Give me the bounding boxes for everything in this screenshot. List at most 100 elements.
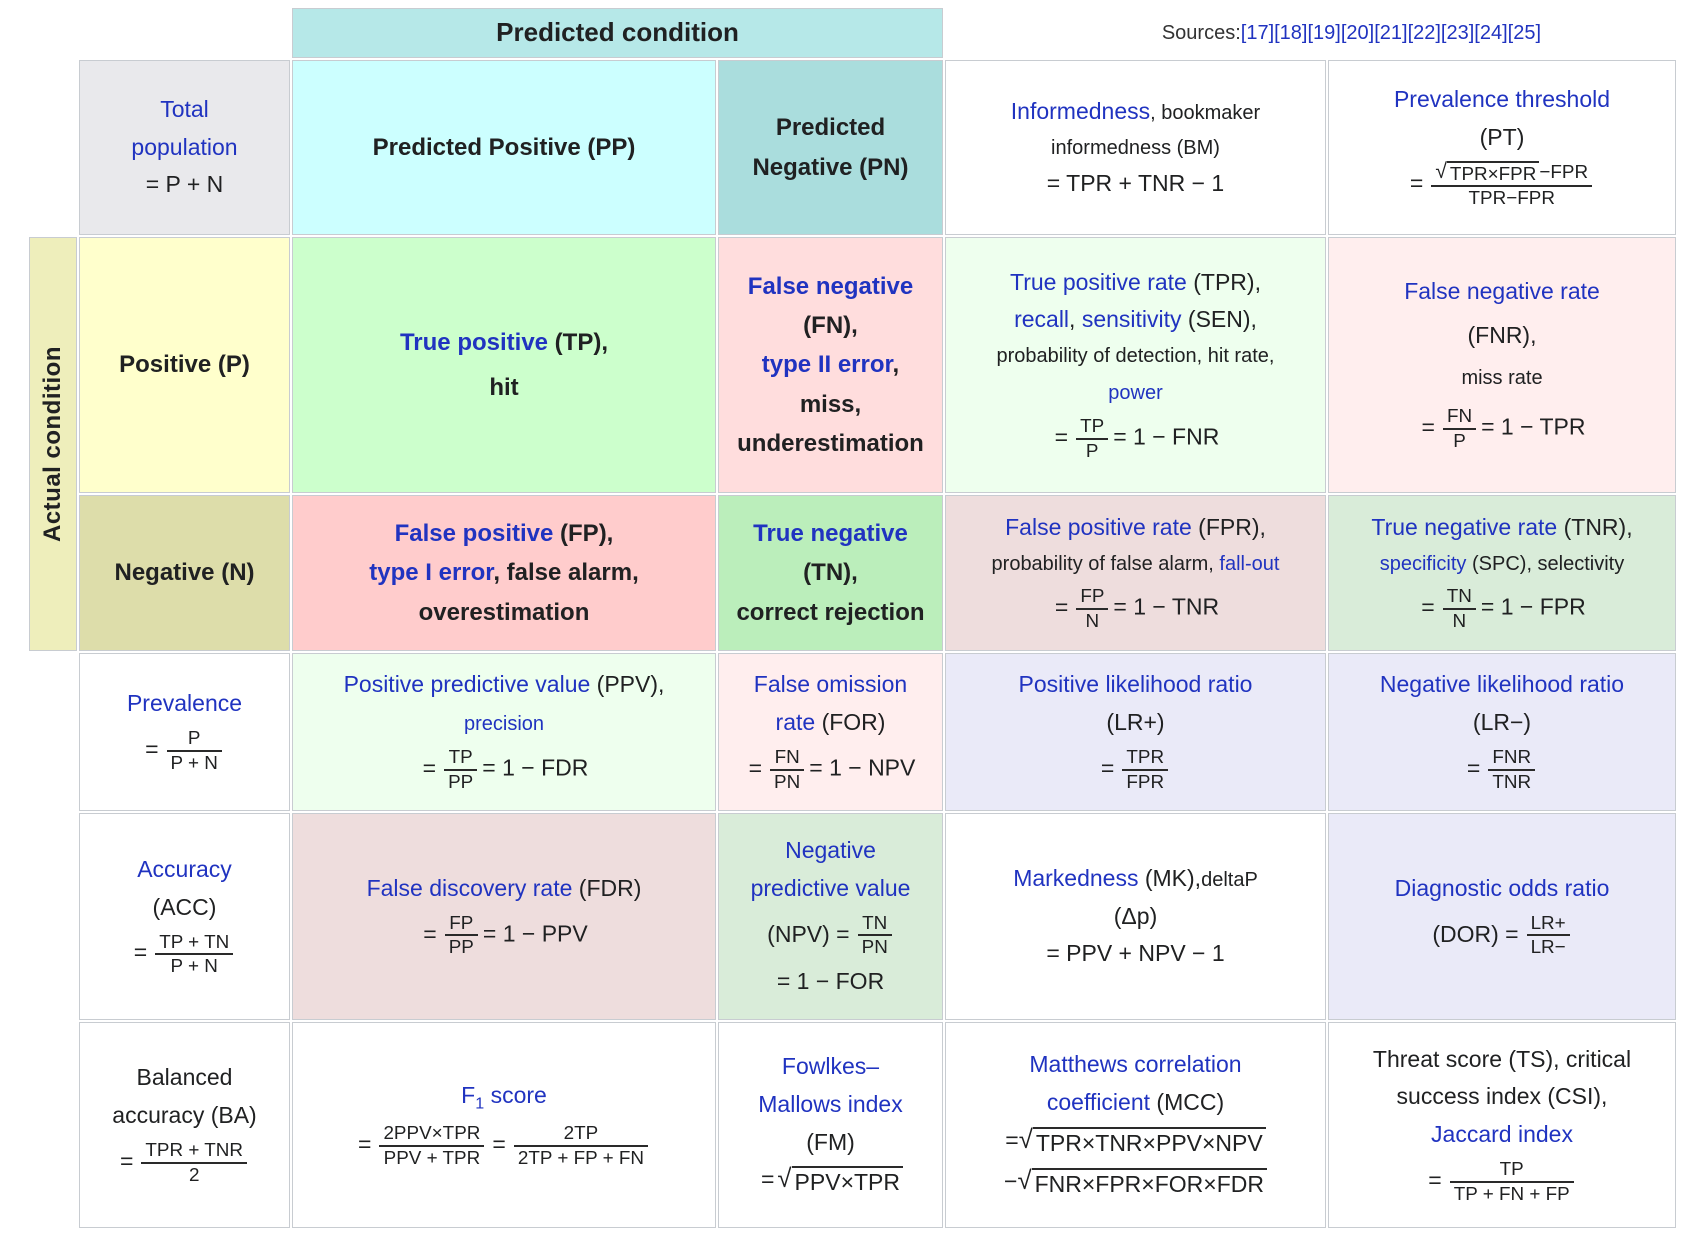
false-positive-link[interactable]: False positive <box>394 520 554 548</box>
fpr-tail: = 1 − TNR <box>1113 594 1220 621</box>
mk-delta-symbol: (Δp) <box>1113 902 1158 929</box>
fdr-link[interactable]: False discovery rate <box>366 874 573 901</box>
fdr-fraction: FP PP <box>444 912 478 959</box>
informedness-text1: , bookmaker <box>1150 101 1261 124</box>
true-negative-link[interactable]: True negative <box>753 520 908 548</box>
tnr-equals: = <box>1421 594 1435 621</box>
fn-underestimation: underestimation <box>737 429 924 457</box>
tp-abbr: (TP), <box>548 328 609 356</box>
false-negative-link[interactable]: False negative <box>747 273 914 301</box>
tn-abbr: (TN), <box>803 559 858 587</box>
mcc-abbr: (MCC) <box>1150 1089 1225 1116</box>
precision-link[interactable]: precision <box>463 713 545 736</box>
mcc-link1[interactable]: Matthews correlation <box>1029 1051 1242 1078</box>
fowlkes-mallows-cell: Fowlkes– Mallows index (FM) = √ PPV×TPR <box>718 1022 943 1228</box>
mk-formula: = PPV + NPV − 1 <box>1046 940 1225 967</box>
mcc-minus: − <box>1004 1167 1018 1194</box>
for-cell: False omission rate (FOR) = FN PN = 1 − NPV <box>718 653 943 811</box>
false-positive-cell: False positive (FP), type I error, false… <box>292 495 716 651</box>
tnr-fraction: TN N <box>1442 585 1476 632</box>
total-population-link2[interactable]: population <box>131 133 238 160</box>
sensitivity-link[interactable]: sensitivity <box>1081 306 1182 333</box>
for-link2[interactable]: rate <box>775 709 816 736</box>
pt-fraction: √ TPR×FPR −FPR TPR−FPR <box>1431 160 1593 210</box>
recall-link[interactable]: recall <box>1014 306 1070 333</box>
type-1-error-link[interactable]: type I error <box>369 559 494 587</box>
fnr-link[interactable]: False negative rate <box>1404 278 1600 305</box>
threat-score-cell: Threat score (TS), critical success inde… <box>1328 1022 1676 1228</box>
power-link[interactable]: power <box>1108 382 1163 405</box>
true-positive-link[interactable]: True positive <box>399 328 549 356</box>
f1-fraction2: 2TP 2TP + FP + FN <box>513 1122 648 1169</box>
accuracy-cell: Accuracy (ACC) = TP + TN P + N <box>79 813 290 1020</box>
ts-equals: = <box>1428 1166 1442 1193</box>
for-abbr: (FOR) <box>815 709 886 736</box>
tpr-sep: , <box>1069 306 1082 333</box>
prevalence-link[interactable]: Prevalence <box>126 690 243 717</box>
total-population-link[interactable]: Total <box>160 95 209 122</box>
f1-fraction1: 2PPV×TPR PPV + TPR <box>379 1122 485 1169</box>
mcc-sqrt1: √ TPR×TNR×PPV×NPV <box>1019 1126 1266 1159</box>
fm-abbr: (FM) <box>806 1128 855 1155</box>
fm-equals: = <box>760 1166 775 1193</box>
informedness-text2: informedness (BM) <box>1051 136 1220 159</box>
npv-link2[interactable]: predictive value <box>750 874 911 901</box>
for-link1[interactable]: False omission <box>753 671 908 698</box>
pt-num-tail: −FPR <box>1539 160 1589 182</box>
informedness-link[interactable]: Informedness <box>1010 97 1151 124</box>
tnr-tail: = 1 − FPR <box>1480 594 1586 621</box>
accuracy-link[interactable]: Accuracy <box>137 855 232 882</box>
informedness-formula: = TPR + TNR − 1 <box>1046 169 1225 196</box>
ba-label1: Balanced <box>136 1064 233 1091</box>
fpr-link[interactable]: False positive rate <box>1005 514 1192 541</box>
markedness-link[interactable]: Markedness <box>1013 864 1139 891</box>
prevalence-equals: = <box>145 736 159 763</box>
jaccard-index-link[interactable]: Jaccard index <box>1431 1121 1573 1148</box>
f1-equals1: = <box>358 1130 372 1157</box>
lr-minus-equals: = <box>1466 754 1481 781</box>
lr-plus-equals: = <box>1100 754 1115 781</box>
dor-abbr-equals: (DOR) = <box>1432 920 1519 947</box>
type-2-error-link[interactable]: type II error <box>761 351 893 379</box>
prevalence-cell: Prevalence = P P + N <box>79 653 290 811</box>
ba-equals: = <box>119 1147 134 1174</box>
tnr-abbr: (TNR), <box>1557 514 1633 541</box>
actual-negative-label: Negative (N) <box>114 559 255 587</box>
fn-comma: , <box>892 351 900 379</box>
prevalence-threshold-link[interactable]: Prevalence threshold <box>1393 85 1611 112</box>
lr-minus-link[interactable]: Negative likelihood ratio <box>1379 671 1625 698</box>
dor-link[interactable]: Diagnostic odds ratio <box>1394 874 1610 901</box>
mcc-link2[interactable]: coefficient <box>1046 1089 1151 1116</box>
fdr-cell: False discovery rate (FDR) = FP PP = 1 − PP… <box>292 813 716 1020</box>
sources-ref-links[interactable]: [17][18][19][20][21][22][23][24][25] <box>1240 22 1541 44</box>
pt-den: TPR−FPR <box>1468 187 1555 209</box>
tp-hit: hit <box>489 374 519 401</box>
ts-label2: success index (CSI), <box>1396 1083 1608 1110</box>
false-negative-cell: False negative (FN), type II error, miss… <box>718 237 943 493</box>
ts-fraction: TP TP + FN + FP <box>1449 1158 1574 1205</box>
predicted-positive-cell: Predicted Positive (PP) <box>292 60 716 235</box>
ppv-cell: Positive predictive value (PPV), precisi… <box>292 653 716 811</box>
lr-plus-link[interactable]: Positive likelihood ratio <box>1018 671 1253 698</box>
specificity-link[interactable]: specificity <box>1379 553 1467 576</box>
fm-link1[interactable]: Fowlkes– <box>781 1052 880 1079</box>
tpr-link[interactable]: True positive rate <box>1010 268 1187 295</box>
npv-tail: = 1 − FOR <box>776 968 885 995</box>
predicted-negative-label2: Negative (PN) <box>752 153 909 181</box>
tnr-cell: True negative rate (TNR), specificity (S… <box>1328 495 1676 651</box>
total-population-eq: = P + N <box>145 171 224 198</box>
tpr-abbr: (TPR), <box>1186 268 1261 295</box>
npv-abbr-equals: (NPV) = <box>767 920 850 947</box>
f1-score-link[interactable]: F1 score <box>461 1081 547 1113</box>
tnr-link[interactable]: True negative rate <box>1371 514 1558 541</box>
tpr-aka: probability of detection, hit rate, <box>996 345 1275 368</box>
fnr-fraction: FN P <box>1442 405 1477 452</box>
actual-positive-cell: Positive (P) <box>79 237 290 493</box>
fn-abbr: (FN), <box>803 312 858 340</box>
fm-link2[interactable]: Mallows index <box>758 1090 903 1117</box>
tnr-aka: (SPC), selectivity <box>1466 553 1625 576</box>
ppv-link[interactable]: Positive predictive value <box>343 671 591 698</box>
predicted-negative-label1: Predicted <box>775 114 886 142</box>
fallout-link[interactable]: fall-out <box>1219 553 1280 576</box>
npv-link1[interactable]: Negative <box>785 837 876 864</box>
